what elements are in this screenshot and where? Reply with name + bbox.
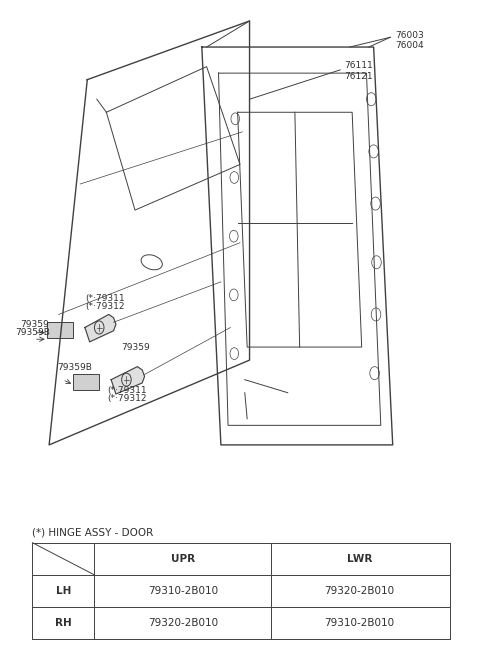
Text: (*·79311: (*·79311 [85, 293, 124, 303]
Bar [73, 375, 99, 390]
Text: 76003
76004: 76003 76004 [395, 31, 424, 50]
Text: RH: RH [55, 618, 72, 628]
Text: UPR: UPR [171, 554, 195, 564]
Text: 79359: 79359 [121, 343, 150, 352]
Text: 79359B: 79359B [58, 363, 93, 372]
Bar [47, 322, 73, 338]
Text: (*·79311: (*·79311 [108, 386, 147, 395]
Polygon shape [85, 314, 116, 342]
Text: 79359: 79359 [21, 320, 49, 329]
Text: 76111
76121: 76111 76121 [344, 62, 373, 81]
Text: (*) HINGE ASSY - DOOR: (*) HINGE ASSY - DOOR [33, 527, 154, 538]
Text: (*·79312: (*·79312 [85, 302, 124, 311]
Text: LH: LH [56, 586, 71, 596]
Text: 79310-2B010: 79310-2B010 [324, 618, 395, 628]
Text: 79320-2B010: 79320-2B010 [324, 586, 395, 596]
Text: (*·79312: (*·79312 [108, 394, 147, 403]
Polygon shape [111, 367, 144, 394]
Text: 79320-2B010: 79320-2B010 [148, 618, 218, 628]
Text: 79310-2B010: 79310-2B010 [148, 586, 218, 596]
Text: 79359B: 79359B [15, 328, 49, 337]
Text: LWR: LWR [347, 554, 372, 564]
